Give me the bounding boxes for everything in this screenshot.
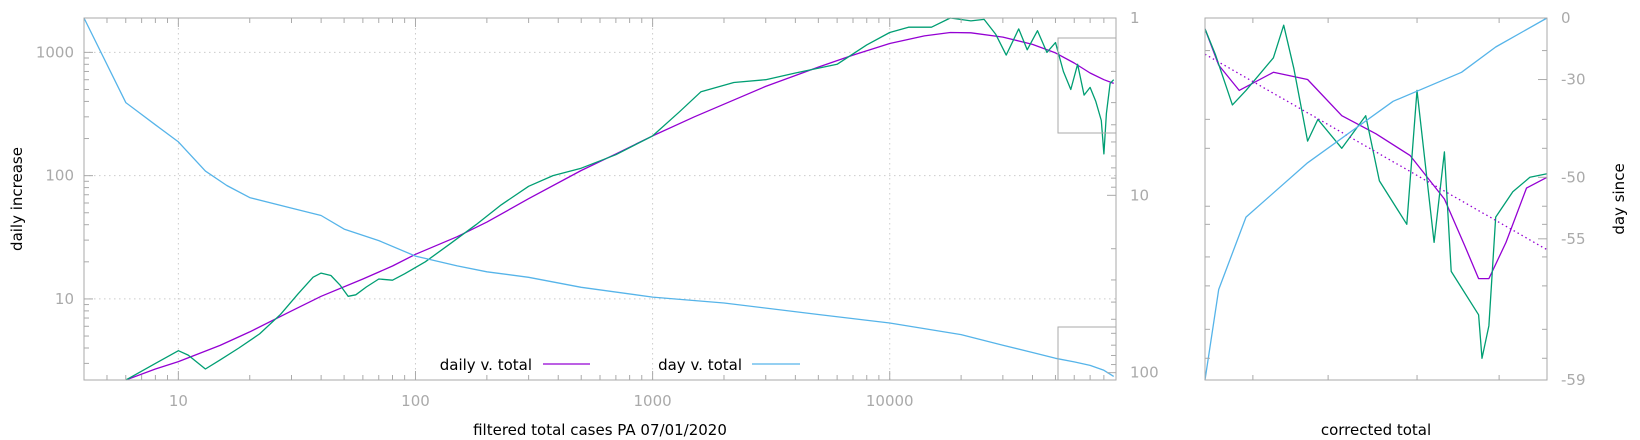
side-x-axis-label: corrected total (1321, 421, 1431, 439)
legend-day-label: day v. total (658, 356, 742, 374)
side-y-tick-label: -59 (1561, 371, 1586, 389)
side-day-line (1204, 17, 1548, 381)
y2-tick-label: 1 (1130, 9, 1140, 27)
x-tick-label: 100 (401, 392, 430, 410)
side-y-axis-label: day since (1610, 163, 1628, 234)
side-raw-line (1204, 24, 1548, 359)
side-y-tick-label: -50 (1561, 168, 1586, 186)
y-tick-label: 10 (55, 290, 74, 308)
x-tick-label: 10 (169, 392, 188, 410)
x-tick-label: 10000 (866, 392, 914, 410)
series-daily-v-total-line (125, 31, 1114, 381)
side-plot-frame (1204, 17, 1548, 381)
side-y-tick-label: -55 (1561, 230, 1586, 248)
y2-tick-label: 10 (1130, 186, 1149, 204)
x-tick-label: 1000 (634, 392, 672, 410)
series-daily-raw-line (125, 17, 1115, 381)
y2-tick-label: 100 (1130, 364, 1159, 382)
side-fit-line (1204, 28, 1548, 280)
side-y-tick-label: 0 (1561, 9, 1571, 27)
legend-daily-label: daily v. total (440, 356, 532, 374)
inset-box-top (1057, 37, 1117, 134)
main-plot-frame (83, 17, 1117, 381)
series-day-v-total-line (83, 17, 1115, 377)
side-y-tick-label: -30 (1561, 71, 1586, 89)
x-axis-label: filtered total cases PA 07/01/2020 (473, 421, 727, 439)
y-axis-label: daily increase (8, 147, 26, 251)
inset-box-bottom (1057, 326, 1117, 381)
y-tick-label: 1000 (36, 43, 74, 61)
y-tick-label: 100 (45, 167, 74, 185)
